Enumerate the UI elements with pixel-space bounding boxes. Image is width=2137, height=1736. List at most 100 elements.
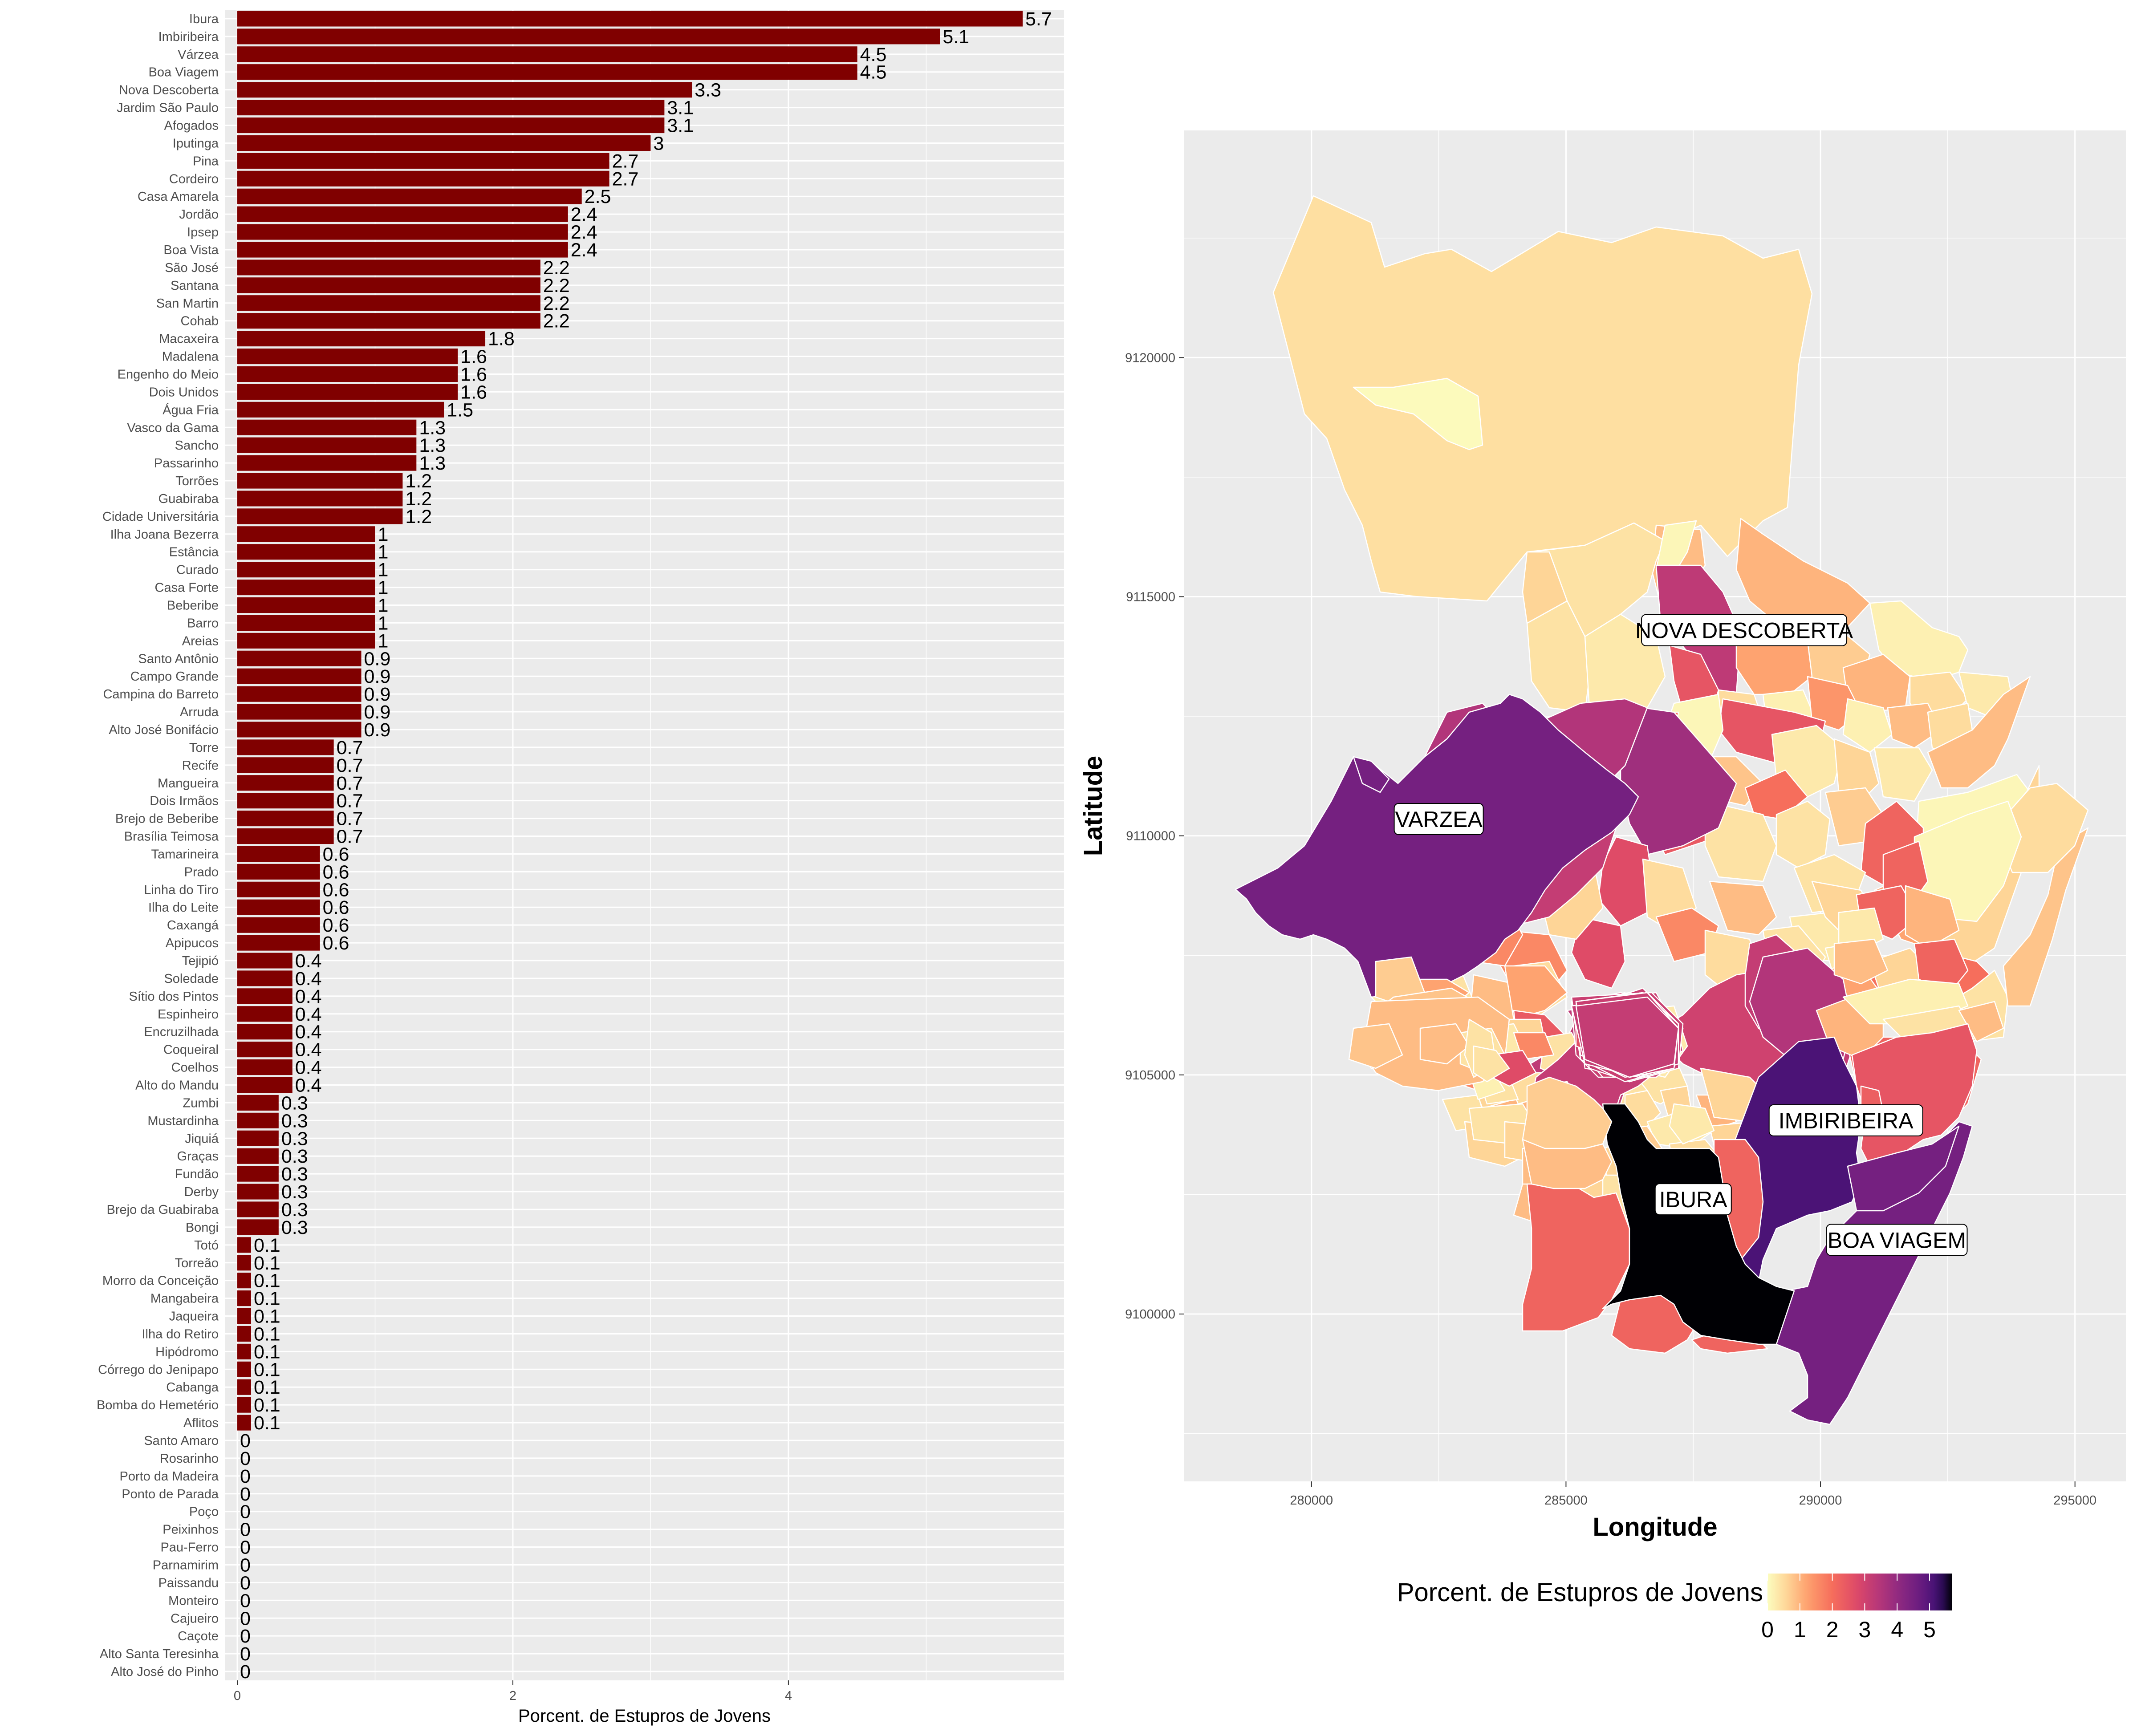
bar-category-label: Jiquiá: [185, 1132, 219, 1146]
bar: [237, 1006, 293, 1022]
bar-value-label: 0.1: [254, 1395, 280, 1416]
neighborhood-polygon: [1873, 747, 1933, 802]
bar-category-label: São José: [165, 261, 219, 275]
neighborhood-polygon: [1833, 938, 1889, 985]
bar-category-label: Aflitos: [183, 1416, 219, 1430]
bar-category-label: Peixinhos: [163, 1523, 219, 1537]
bar-value-label: 4.5: [860, 44, 887, 65]
bar: [237, 206, 568, 222]
bar: [237, 526, 375, 542]
bar: [237, 1095, 279, 1111]
bar: [237, 455, 417, 471]
neighborhood-polygon: [1526, 600, 1590, 713]
bar-value-label: 0.7: [337, 755, 363, 776]
bar-value-label: 0.4: [295, 1004, 322, 1025]
bar-value-label: 0.6: [323, 897, 349, 918]
neighborhood-polygon: [1348, 1023, 1403, 1069]
bar-value-label: 3.3: [695, 80, 721, 101]
bar-category-label: Recife: [182, 758, 219, 773]
bar-category-label: Apipucos: [166, 936, 219, 950]
bar: [237, 739, 334, 755]
bar-value-label: 0: [240, 1661, 251, 1683]
bar-value-label: 1: [378, 560, 388, 581]
bar-category-label: Santo Amaro: [144, 1434, 219, 1448]
region-label: IBURA: [1659, 1187, 1727, 1212]
bar: [237, 1201, 279, 1217]
bar-value-label: 0.6: [323, 879, 349, 900]
bar-category-label: Tejipió: [182, 954, 219, 968]
bar-category-label: Brasília Teimosa: [124, 830, 219, 844]
bar-category-label: Espinheiro: [158, 1007, 219, 1022]
neighborhood-polygon: [1775, 800, 1831, 869]
bar-category-label: Jordão: [179, 207, 219, 222]
neighborhood-polygon: [1522, 1139, 1613, 1189]
bar-category-label: Encruzilhada: [144, 1025, 219, 1039]
bar-value-label: 1: [378, 595, 388, 617]
bar-value-label: 2.2: [543, 257, 570, 279]
bar: [237, 28, 940, 45]
neighborhood-polygon: [1353, 756, 1390, 793]
bar: [237, 686, 362, 702]
bar-category-label: Coelhos: [171, 1061, 219, 1075]
bar-category-label: Porto da Madeira: [120, 1469, 219, 1484]
map-region-labels: NOVA DESCOBERTA VARZEA IMBIRIBEIRA IBURA BOA…: [1394, 614, 1968, 1256]
bar: [237, 935, 320, 951]
choropleth-map: NOVA DESCOBERTA VARZEA IMBIRIBEIRA IBURA BOA…: [1079, 130, 2126, 1642]
bar-value-label: 1: [378, 577, 388, 599]
bar-category-label: Ilha Joana Bezerra: [110, 527, 219, 542]
bar-category-label: Nova Descoberta: [119, 83, 219, 97]
bar: [237, 1343, 251, 1359]
legend-tick-label: 4: [1891, 1617, 1903, 1642]
bar-value-label: 2.2: [543, 275, 570, 296]
bar: [237, 1130, 279, 1146]
bar-category-label: Curado: [176, 563, 219, 577]
bar: [237, 473, 403, 489]
bar: [237, 384, 458, 400]
bar-category-label: Vasco da Gama: [127, 421, 219, 435]
bar-value-label: 2.2: [543, 311, 570, 332]
bar-value-label: 0.3: [281, 1092, 308, 1114]
bar-category-label: Bomba do Hemetério: [97, 1398, 219, 1412]
legend-title: Porcent. de Estupros de Jovens: [1397, 1578, 1763, 1607]
neighborhood-polygon: [1571, 916, 1626, 989]
bar-value-label: 5.7: [1025, 8, 1052, 30]
bar-category-label: Alto José Bonifácio: [109, 723, 219, 737]
bar-category-label: Ilha do Leite: [148, 900, 219, 915]
bar: [237, 650, 362, 666]
neighborhood-polygon: [1522, 1183, 1630, 1332]
bar-value-label: 1.6: [460, 381, 487, 403]
map-x-tick-label: 285000: [1544, 1493, 1588, 1508]
region-label: BOA VIAGEM: [1828, 1228, 1966, 1253]
bar: [237, 615, 375, 631]
bar-value-label: 0.3: [281, 1110, 308, 1132]
bar-value-label: 2.7: [612, 150, 639, 172]
bar-value-label: 0: [240, 1572, 251, 1594]
bar-category-label: Graças: [177, 1149, 219, 1164]
bar-category-label: Mangueira: [158, 776, 219, 791]
bar-value-label: 0.7: [337, 826, 363, 848]
bar-category-label: Casa Forte: [155, 581, 219, 595]
bar-value-label: 1: [378, 524, 388, 545]
bar-value-label: 0.9: [364, 719, 391, 741]
bar-value-label: 0.6: [323, 844, 349, 865]
bar-category-label: Alto Santa Teresinha: [100, 1647, 219, 1661]
bar-value-label: 0.1: [254, 1306, 280, 1327]
bar-category-label: Morro da Conceição: [102, 1274, 219, 1288]
bar-category-label: Córrego do Jenipapo: [98, 1363, 219, 1377]
bar: [237, 153, 609, 169]
bar: [237, 277, 540, 293]
bar-category-label: Sítio dos Pintos: [129, 990, 219, 1004]
bar: [237, 970, 293, 986]
bar-category-label: Caxangá: [167, 918, 219, 933]
bar-category-label: Mustardinha: [147, 1114, 219, 1128]
bar: [237, 1166, 279, 1182]
bar-category-label: Imbiribeira: [158, 30, 219, 44]
region-label-box: [1826, 1224, 1968, 1256]
bar-value-label: 0.3: [281, 1199, 308, 1221]
bar: [237, 1326, 251, 1342]
bar: [237, 419, 417, 435]
bar-category-label: Tamarineira: [151, 847, 219, 861]
bar-value-label: 0.9: [364, 666, 391, 687]
bar-category-label: Hipódromo: [155, 1345, 219, 1359]
